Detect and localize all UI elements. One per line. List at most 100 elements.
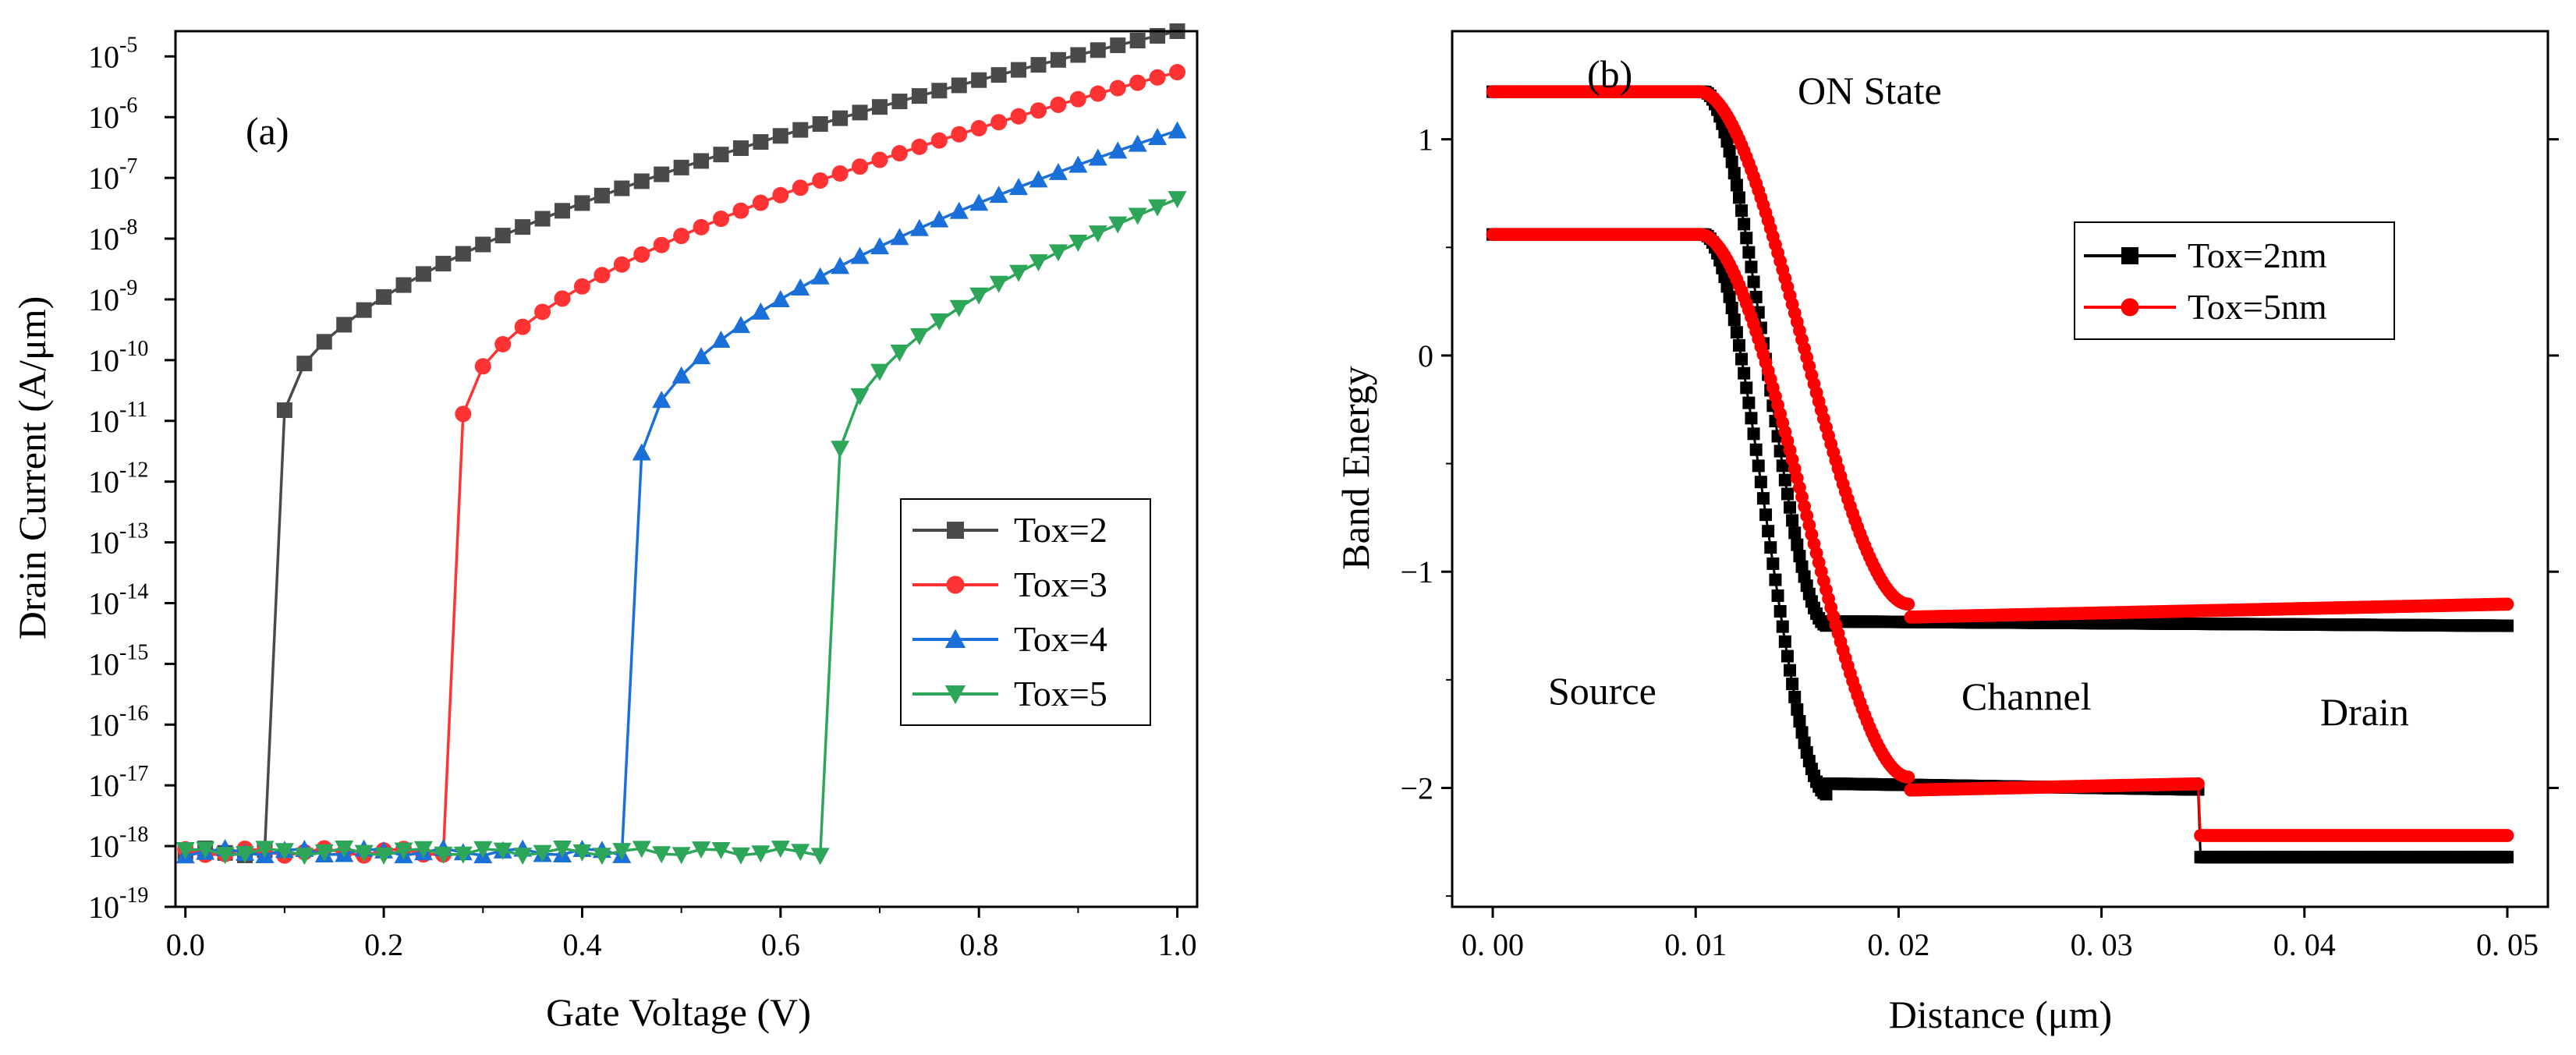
panel-a-data-point: [276, 402, 292, 419]
panel-b-plot-frame: [1451, 30, 2549, 908]
panel-a-data-point: [791, 278, 810, 296]
panel-a-data-point: [1149, 69, 1166, 86]
panel-a-data-point: [314, 844, 334, 862]
panel-a-data-point: [970, 119, 987, 136]
panel-b-data-point: [1725, 301, 1738, 314]
panel-a-data-point: [394, 842, 413, 860]
panel-a-data-point: [1128, 134, 1147, 152]
panel-a-data-point: [891, 145, 908, 162]
panel-a-data-point: [990, 114, 1008, 131]
panel-a-data-point: [296, 356, 313, 372]
panel-a-data-point: [1168, 121, 1187, 139]
panel-a-data-point: [1030, 102, 1047, 119]
panel-a-data-point: [374, 848, 394, 866]
panel-a-y-tick-label: 10-19: [88, 883, 148, 925]
panel-a-y-ticks: 10-19 10-18 10-17 10-16 10-15 10-14 10-13 10-12…: [88, 33, 175, 925]
panel-a-data-point: [1148, 128, 1168, 146]
panel-b-data-point: [1745, 260, 1758, 274]
panel-b-x-axis-label: Distance (μm): [1889, 993, 2112, 1036]
panel-a-data-point: [751, 302, 771, 320]
panel-a-data-point: [614, 180, 630, 196]
panel-b-data-point: [1781, 650, 1794, 663]
panel-a-legend-marker: [944, 685, 966, 705]
panel-a-data-point: [554, 290, 571, 307]
panel-a-data-point: [533, 844, 552, 862]
panel-a-data-point: [453, 846, 473, 864]
panel-a-data-point: [376, 289, 392, 305]
panel-a-data-point: [633, 173, 650, 189]
panel-a-data-point: [1009, 264, 1029, 282]
panel-b-data-point: [1901, 770, 1915, 784]
panel-a-data-point: [572, 844, 592, 862]
panel-b-data-point: [1773, 604, 1787, 618]
panel-a-data-point: [713, 147, 729, 163]
panel-a-legend-label: Tox=5: [1014, 674, 1107, 713]
panel-a-x-tick-label: 1.0: [1158, 927, 1197, 962]
panel-b-data-point: [1786, 678, 1799, 691]
panel-a-data-point: [654, 166, 670, 182]
panel-a-data-point: [1011, 62, 1027, 78]
panel-a-data-point: [671, 366, 691, 384]
panel-a-x-tick-label: 0.4: [562, 927, 601, 962]
panel-b-data-point: [1735, 352, 1749, 366]
panel-a-data-point: [671, 847, 691, 865]
panel-a-data-point: [852, 104, 868, 121]
panel-a-data-point: [514, 318, 531, 335]
panel-a-data-point: [1108, 216, 1128, 234]
panel-a-data-point: [890, 228, 909, 246]
panel-a-data-point: [455, 405, 472, 423]
panel-b-label: (b): [1587, 52, 1632, 96]
panel-a-y-tick-label: 10-12: [88, 458, 148, 500]
panel-b-band-line: [1493, 90, 2507, 628]
panel-a-data-point: [613, 256, 630, 273]
panel-a-data-point: [713, 211, 730, 228]
panel-b-data-point: [1727, 313, 1741, 327]
panel-a-data-point: [336, 317, 353, 333]
panel-b-legend-marker: [2121, 298, 2139, 317]
panel-a-legend: Tox=2 Tox=3 Tox=4 Tox=5: [900, 498, 1151, 726]
panel-a-data-point: [175, 841, 195, 859]
panel-b-data-point: [1727, 167, 1741, 180]
panel-a-data-point: [891, 94, 908, 110]
drain-region-label: Drain: [2320, 690, 2409, 734]
panel-a-data-point: [1050, 51, 1066, 68]
panel-a-data-point: [810, 848, 830, 866]
panel-a-data-point: [475, 236, 491, 253]
panel-b-data-point: [1791, 703, 1804, 716]
panel-a-data-point: [1068, 155, 1088, 173]
panel-b-data-point: [1742, 246, 1756, 259]
panel-a-data-point: [653, 236, 670, 253]
panel-a-data-point: [594, 187, 610, 204]
panel-a-data-point: [791, 844, 810, 862]
panel-a-data-point: [673, 159, 689, 175]
panel-a-legend-label: Tox=4: [1014, 619, 1107, 659]
panel-a-data-point: [474, 358, 491, 375]
panel-b-data-point: [1778, 473, 1791, 487]
panel-b-data-point: [1749, 443, 1763, 456]
panel-a-data-point: [356, 302, 372, 318]
panel-a-data-point: [731, 847, 750, 865]
panel-b-data-point: [1742, 396, 1756, 409]
panel-a-y-tick-label: 10-9: [88, 276, 137, 317]
panel-a-data-point: [652, 846, 671, 864]
panel-a-data-point: [692, 841, 711, 859]
panel-a-data-point: [633, 246, 650, 263]
panel-a-data-point: [513, 848, 533, 866]
panel-a-data-point: [534, 211, 551, 227]
panel-a-data-point: [969, 193, 989, 211]
panel-a-data-point: [395, 277, 412, 293]
panel-b-data-point: [1747, 427, 1760, 441]
panel-b-y-tick-label: 0: [1418, 338, 1433, 373]
panel-b-x-ticks: 0. 00 0. 01 0. 02 0. 03 0. 04 0. 05: [1462, 907, 2539, 962]
panel-a-data-point: [911, 138, 928, 155]
panel-a-data-point: [1088, 148, 1107, 166]
panel-a-y-tick-label: 10-13: [88, 519, 148, 561]
panel-a-y-tick-label: 10-5: [88, 33, 137, 74]
panel-b-legend-label: Tox=5nm: [2188, 287, 2327, 327]
panel-a-series-Tox=5: [175, 191, 1187, 866]
panel-a-data-point: [494, 228, 511, 244]
panel-b-x-tick-label: 0. 01: [1664, 927, 1727, 962]
panel-a-data-point: [850, 388, 870, 405]
panel-a-series-layer: [175, 23, 1187, 866]
